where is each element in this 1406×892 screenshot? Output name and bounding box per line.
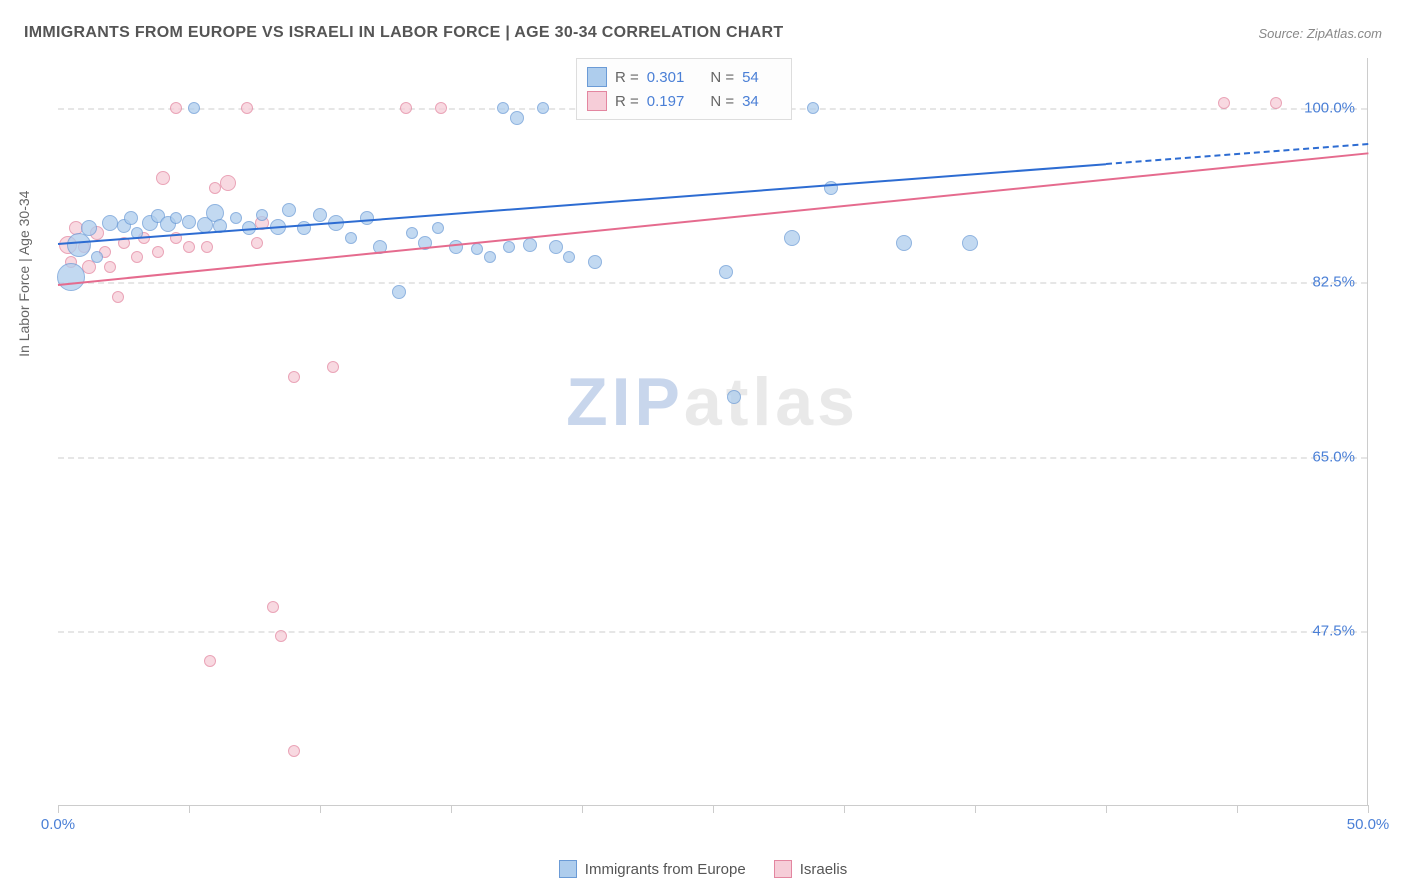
swatch-israelis bbox=[774, 860, 792, 878]
legend-row-europe: R = 0.301 N = 54 bbox=[587, 65, 777, 89]
swatch-israelis bbox=[587, 91, 607, 111]
n-value-israelis: 34 bbox=[742, 93, 759, 110]
correlation-legend: R = 0.301 N = 54 R = 0.197 N = 34 bbox=[576, 58, 792, 120]
plot-area: ZIPatlas In Labor Force | Age 30-34 47.5… bbox=[58, 58, 1368, 806]
n-label: N = bbox=[710, 93, 734, 110]
n-label: N = bbox=[710, 69, 734, 86]
watermark-rest: atlas bbox=[684, 364, 859, 440]
bottom-legend: Immigrants from Europe Israelis bbox=[0, 860, 1406, 878]
legend-row-israelis: R = 0.197 N = 34 bbox=[587, 89, 777, 113]
source-attribution: Source: ZipAtlas.com bbox=[1258, 26, 1382, 41]
swatch-europe bbox=[587, 67, 607, 87]
legend-label-europe: Immigrants from Europe bbox=[585, 861, 746, 878]
r-label: R = bbox=[615, 69, 639, 86]
r-value-israelis: 0.197 bbox=[647, 93, 685, 110]
watermark: ZIPatlas bbox=[566, 363, 859, 441]
legend-label-israelis: Israelis bbox=[800, 861, 848, 878]
y-axis-label: In Labor Force | Age 30-34 bbox=[16, 190, 32, 356]
r-label: R = bbox=[615, 93, 639, 110]
swatch-europe bbox=[559, 860, 577, 878]
watermark-zip: ZIP bbox=[566, 364, 684, 440]
n-value-europe: 54 bbox=[742, 69, 759, 86]
bottom-legend-israelis: Israelis bbox=[774, 860, 848, 878]
r-value-europe: 0.301 bbox=[647, 69, 685, 86]
bottom-legend-europe: Immigrants from Europe bbox=[559, 860, 746, 878]
chart-title: IMMIGRANTS FROM EUROPE VS ISRAELI IN LAB… bbox=[24, 24, 783, 42]
